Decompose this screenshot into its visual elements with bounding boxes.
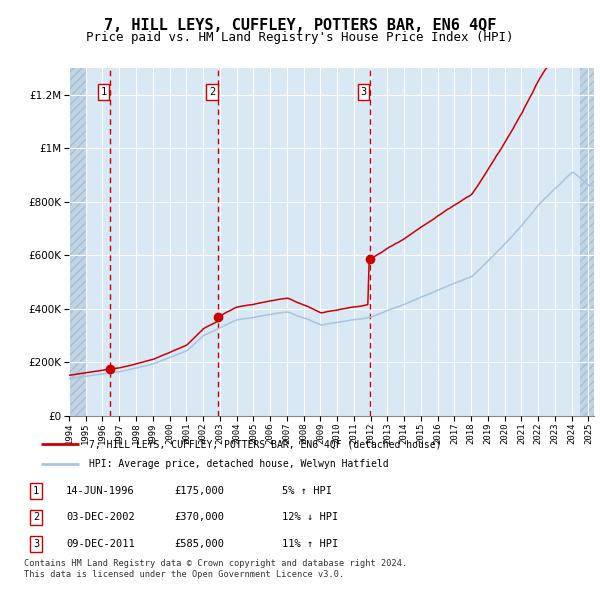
Text: 11% ↑ HPI: 11% ↑ HPI [282, 539, 338, 549]
Text: This data is licensed under the Open Government Licence v3.0.: This data is licensed under the Open Gov… [24, 571, 344, 579]
Text: Price paid vs. HM Land Registry's House Price Index (HPI): Price paid vs. HM Land Registry's House … [86, 31, 514, 44]
Text: HPI: Average price, detached house, Welwyn Hatfield: HPI: Average price, detached house, Welw… [89, 460, 389, 469]
Bar [580, 68, 594, 416]
Text: 03-DEC-2002: 03-DEC-2002 [66, 513, 135, 522]
Text: 2: 2 [209, 87, 215, 97]
Text: 12% ↓ HPI: 12% ↓ HPI [282, 513, 338, 522]
Text: £370,000: £370,000 [174, 513, 224, 522]
Text: 2: 2 [33, 513, 39, 522]
Text: 5% ↑ HPI: 5% ↑ HPI [282, 486, 332, 496]
Text: 1: 1 [101, 87, 107, 97]
Text: £175,000: £175,000 [174, 486, 224, 496]
Text: Contains HM Land Registry data © Crown copyright and database right 2024.: Contains HM Land Registry data © Crown c… [24, 559, 407, 568]
Text: 1: 1 [33, 486, 39, 496]
Bar [69, 68, 86, 416]
Text: 3: 3 [360, 87, 367, 97]
Bar [580, 68, 594, 416]
Bar [69, 68, 86, 416]
Text: 09-DEC-2011: 09-DEC-2011 [66, 539, 135, 549]
Text: 3: 3 [33, 539, 39, 549]
Text: 7, HILL LEYS, CUFFLEY, POTTERS BAR, EN6 4QF (detached house): 7, HILL LEYS, CUFFLEY, POTTERS BAR, EN6 … [89, 440, 442, 450]
Text: 14-JUN-1996: 14-JUN-1996 [66, 486, 135, 496]
Text: £585,000: £585,000 [174, 539, 224, 549]
Text: 7, HILL LEYS, CUFFLEY, POTTERS BAR, EN6 4QF: 7, HILL LEYS, CUFFLEY, POTTERS BAR, EN6 … [104, 18, 496, 32]
